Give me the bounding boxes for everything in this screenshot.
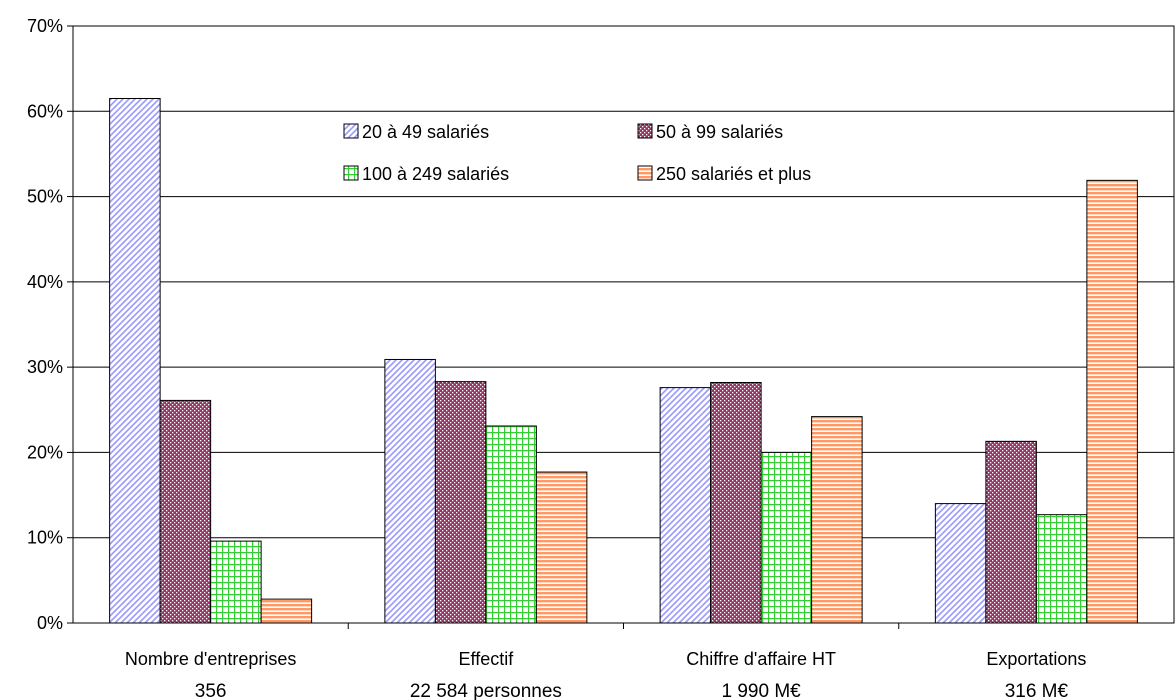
bar-2-1 [159,399,212,624]
y-tick-label: 70% [27,16,63,36]
axes [72,25,1175,629]
x-axis-labels: Nombre d'entreprises 356 Effectif 22 584 pe… [125,649,1087,700]
legend-swatch-3 [343,165,359,181]
legend-label-2: 50 à 99 salariés [656,122,783,142]
legend-label-3: 100 à 249 salariés [362,164,509,184]
category-sublabel: 1 990 M€ [722,681,802,700]
legend: 20 à 49 salariés 50 à 99 salariés 100 à 24… [343,122,811,184]
y-tick-label: 60% [27,101,63,121]
y-tick-label: 30% [27,357,63,377]
bar-1-1 [109,97,161,624]
y-tick-label: 50% [27,187,63,207]
category-label: Chiffre d'affaire HT [686,649,836,669]
bar-1-3 [659,387,712,624]
bar-4-3 [811,416,863,624]
category-sublabel: 316 M€ [1005,681,1069,700]
y-tick-label: 0% [37,613,63,633]
legend-swatch-4 [637,165,653,181]
bars [109,97,1138,624]
category-sublabel: 356 [195,681,227,700]
bar-3-1 [210,540,262,624]
bar-2-4 [985,440,1037,624]
bar-3-3 [760,451,813,624]
category-label: Exportations [986,649,1086,669]
legend-label-1: 20 à 49 salariés [362,122,489,142]
bar-4-2 [535,471,588,624]
legend-label-4: 250 salariés et plus [656,164,811,184]
legend-swatch-2 [637,123,653,139]
bar-4-1 [260,598,313,624]
bar-4-4 [1086,179,1138,624]
legend-swatch-1 [343,123,359,139]
y-tick-label: 40% [27,272,63,292]
category-label: Effectif [459,649,515,669]
bar-2-2 [434,381,487,624]
bar-1-2 [384,358,436,624]
y-axis-ticks: 0% 10% 20% 30% 40% 50% 60% 70% [27,16,73,633]
bar-3-2 [485,425,537,624]
bar-3-4 [1035,514,1088,624]
bar-1-4 [934,503,987,624]
y-tick-label: 10% [27,528,63,548]
category-label: Nombre d'entreprises [125,649,297,669]
bar-2-3 [710,381,762,624]
y-tick-label: 20% [27,442,63,462]
category-sublabel: 22 584 personnes [410,681,562,700]
